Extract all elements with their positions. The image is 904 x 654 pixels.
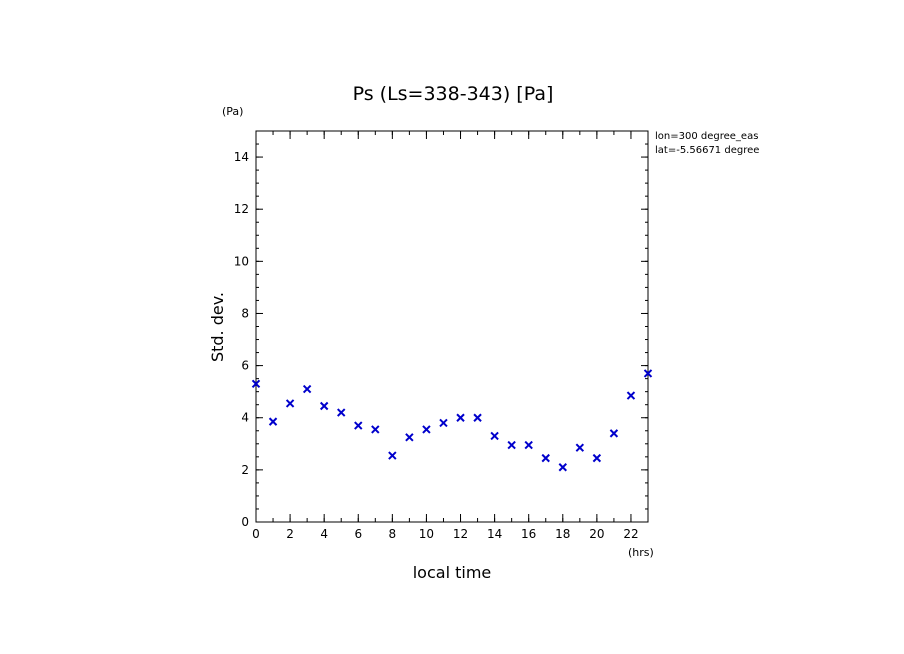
data-point [490,431,499,441]
data-point [456,413,465,422]
data-point [422,425,431,434]
y-axis-label: Std. dev. [208,292,227,362]
data-point [609,429,619,438]
data-point [439,418,448,428]
x-axis-label: local time [413,563,492,582]
y-tick-label: 0 [241,515,249,529]
data-point [541,453,550,463]
y-tick-label: 10 [234,254,249,268]
data-point [388,451,397,460]
y-tick-label: 6 [241,359,249,373]
x-tick-label: 4 [320,527,328,541]
data-point [575,443,585,452]
y-tick-label: 8 [241,306,249,320]
x-tick-label: 8 [389,527,397,541]
x-tick-label: 20 [589,527,604,541]
plot-frame [255,130,649,523]
data-point [524,440,533,450]
x-tick-label: 14 [487,527,502,541]
data-point [251,379,261,389]
plot-area: 0 2 4 6 8 10 12 14 16 18 20 22 0 2 4 6 8 10 12 14 [234,130,653,541]
data-point [473,413,482,422]
x-tick-label: 22 [623,527,638,541]
data-point [302,384,312,394]
chart-title: Ps (Ls=338-343) [Pa] [353,83,554,105]
y-tick-label: 2 [241,463,249,477]
x-tick-label: 0 [252,527,260,541]
y-tick-label: 12 [234,202,249,216]
data-point [268,417,278,426]
x-tick-label: 10 [419,527,434,541]
x-tick-label: 16 [521,527,536,541]
x-unit-label: (hrs) [628,546,654,559]
data-point [285,399,295,408]
data-point [558,463,567,472]
y-unit-label: (Pa) [222,105,243,118]
data-point [507,440,516,450]
x-tick-label: 2 [286,527,294,541]
data-point [405,433,414,442]
y-tick-label: 4 [241,411,249,425]
data-point [643,369,653,378]
data-point [354,421,363,430]
data-point [626,391,636,400]
y-tick-label: 14 [234,150,249,164]
x-tick-label: 12 [453,527,468,541]
x-tick-label: 18 [555,527,570,541]
x-tick-label: 6 [354,527,362,541]
data-point [319,401,329,411]
data-point [592,453,602,463]
data-point [371,425,380,434]
data-point [337,408,346,417]
annotation-lon: lon=300 degree_eas [655,131,758,142]
annotation-lat: lat=-5.56671 degree [655,145,759,156]
